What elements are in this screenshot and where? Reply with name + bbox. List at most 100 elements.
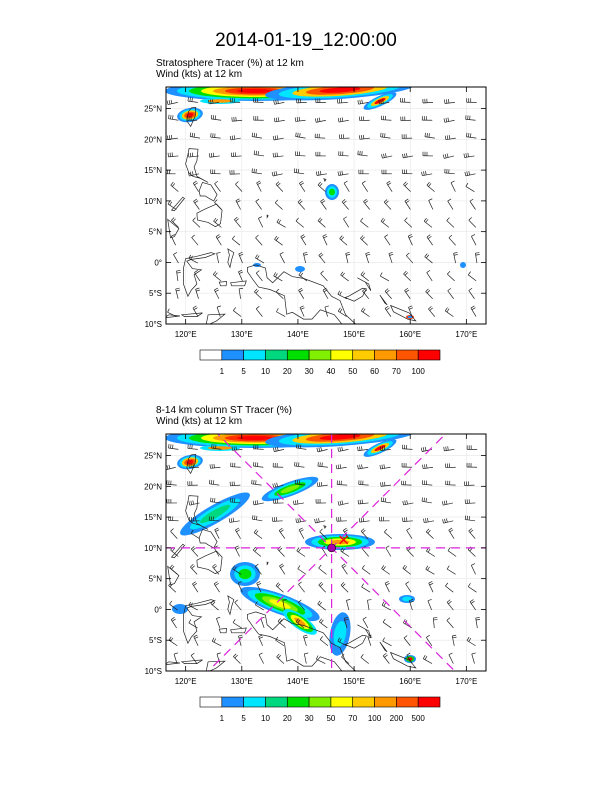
wind-barb (314, 518, 326, 524)
wind-barb (193, 634, 199, 646)
coastline (379, 294, 388, 306)
wind-barb (357, 499, 369, 505)
lon-tick-label: 140°E (287, 677, 309, 686)
wind-barb (451, 634, 457, 646)
wind-barb (251, 132, 263, 139)
wind-barb (426, 181, 435, 192)
wind-barb (188, 619, 198, 629)
coastline (185, 495, 209, 530)
coastline (198, 528, 218, 549)
tracer-plume-newguinea (240, 586, 320, 622)
colorbar-label: 20 (283, 714, 292, 723)
wind-barb (295, 151, 306, 157)
wind-barb (233, 307, 242, 317)
tracer-blob-southeast (404, 655, 416, 663)
coastline (389, 304, 417, 322)
wind-barb (382, 652, 390, 664)
wind-barb (296, 98, 307, 104)
wind-barb (234, 216, 242, 228)
wind-barb (255, 254, 265, 264)
plot-area (166, 434, 486, 671)
wind-barb (188, 171, 200, 177)
wind-barb (337, 170, 349, 176)
wind-barb (276, 308, 286, 317)
wind-barb (339, 235, 348, 246)
wind-barb (359, 134, 370, 140)
wind-barb (465, 115, 476, 121)
wind-barb (442, 153, 454, 159)
wind-barb (357, 464, 369, 470)
tracer-blob-south (329, 612, 351, 656)
wind-barb (169, 600, 178, 611)
lat-tick-label: 15°N (144, 513, 162, 522)
wind-barb (298, 527, 305, 539)
wind-barb (208, 99, 220, 105)
wind-barb (252, 546, 262, 557)
wind-barb (425, 288, 433, 300)
wind-barb (464, 171, 476, 177)
wind-barb (300, 234, 307, 246)
lon-tick-label: 150°E (343, 677, 365, 686)
wind-barb (275, 582, 284, 593)
wind-barb (422, 151, 433, 157)
wind-barb (405, 581, 412, 593)
wind-barb (343, 616, 349, 629)
wind-barb (444, 168, 455, 175)
wind-barb (443, 117, 455, 123)
lon-tick-label: 120°E (175, 330, 197, 339)
wind-barb (384, 234, 391, 246)
storm-marker (339, 535, 349, 545)
tracer-blob-central (325, 184, 339, 200)
wind-barb (214, 180, 221, 192)
colorbar-label: 500 (412, 714, 426, 723)
wind-barb (253, 444, 264, 450)
wind-barb (214, 527, 220, 539)
wind-barb (212, 563, 220, 575)
panel1-field-label: Stratosphere Tracer (%) at 12 km (156, 58, 304, 69)
wind-barb (303, 634, 308, 646)
wind-barb (427, 598, 432, 611)
wind-barb (297, 565, 307, 575)
wind-barb (273, 117, 285, 123)
wind-barb (446, 599, 454, 611)
colorbar-label: 30 (305, 714, 314, 723)
wind-barb (466, 445, 478, 450)
wind-barb (167, 308, 177, 317)
wind-barb (381, 115, 392, 121)
wind-barb (316, 170, 327, 176)
wind-barb (444, 135, 456, 141)
colorbar-label: 100 (412, 367, 426, 376)
wind-barb (170, 234, 176, 246)
wind-barb (216, 305, 222, 317)
wind-barb (258, 634, 264, 646)
wind-barb (341, 563, 348, 575)
wind-barb (402, 153, 414, 159)
wind-barb (253, 462, 264, 468)
coastline (186, 453, 197, 475)
wind-barb (426, 270, 433, 282)
wind-barb (379, 516, 390, 522)
wind-barb (406, 652, 413, 664)
wind-barb (255, 601, 265, 611)
wind-barb (255, 306, 263, 317)
wind-barb (421, 170, 433, 177)
wind-barb (303, 652, 309, 664)
wind-barb (230, 152, 242, 157)
wind-barb (401, 463, 413, 468)
wind-barb (176, 270, 181, 281)
tracer-blob-small (460, 262, 466, 268)
wind-barb (466, 132, 477, 139)
wind-barb (337, 117, 349, 123)
lat-tick-label: 5°N (149, 228, 163, 237)
wind-barb (337, 98, 348, 104)
wind-barb (234, 545, 240, 557)
wind-barb (316, 655, 326, 664)
wind-barb (475, 617, 481, 628)
wind-barb (299, 180, 306, 192)
wind-barb (402, 500, 414, 506)
coastline (186, 106, 197, 128)
wind-barb (210, 600, 219, 611)
wind-barb (258, 216, 264, 228)
wind-barb (362, 616, 369, 629)
colorbar-swatch (352, 696, 375, 708)
